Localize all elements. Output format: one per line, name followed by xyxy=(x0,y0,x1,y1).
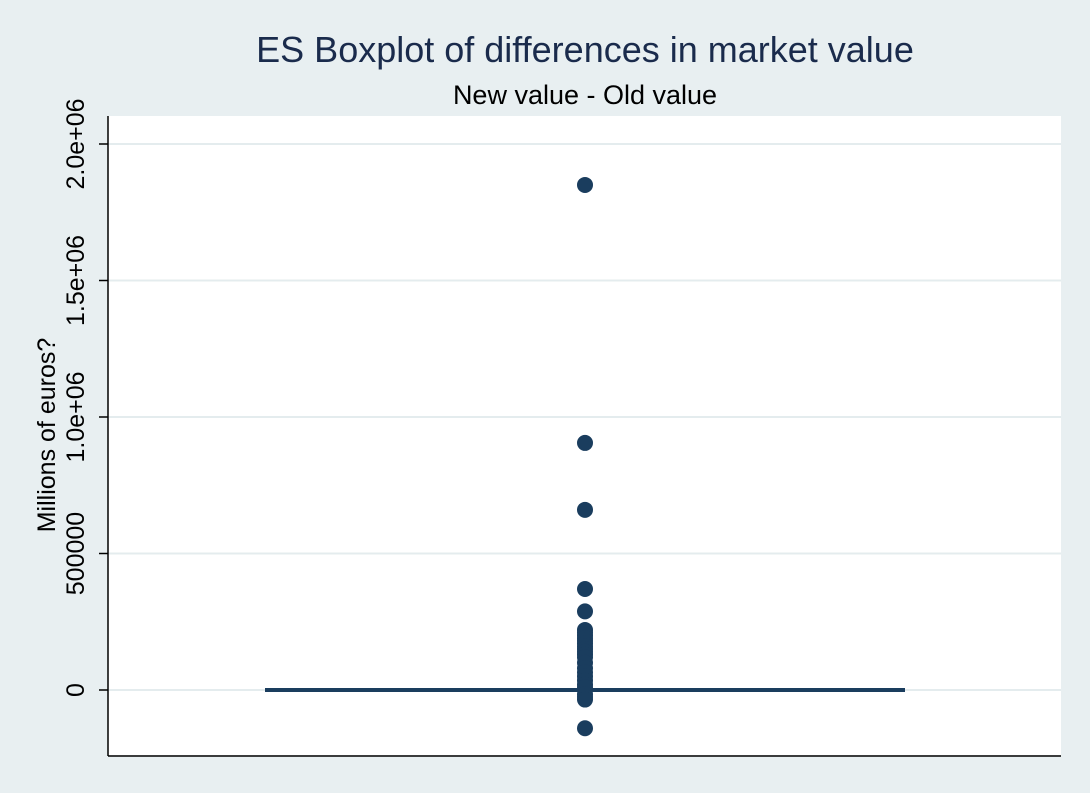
y-tick-label: 500000 xyxy=(62,512,90,595)
y-tick-label: 2.0e+06 xyxy=(62,98,90,189)
chart-title: ES Boxplot of differences in market valu… xyxy=(256,29,914,70)
y-axis-title: Millions of euros? xyxy=(33,338,61,533)
outlier-point xyxy=(577,501,593,518)
outlier-point xyxy=(577,434,593,451)
y-tick-label: 0 xyxy=(62,683,90,697)
outlier-point xyxy=(577,603,593,620)
outlier-points xyxy=(577,176,593,737)
outlier-point xyxy=(577,176,593,193)
axes xyxy=(107,116,1061,757)
outlier-point xyxy=(577,720,593,737)
y-ticks: 0 500000 1.0e+06 1.5e+06 2.0e+06 xyxy=(62,98,108,697)
outlier-point xyxy=(577,580,593,597)
y-tick-label: 1.0e+06 xyxy=(62,371,90,462)
chart-subtitle: New value - Old value xyxy=(453,80,717,110)
outlier-point xyxy=(577,691,593,708)
y-tick-label: 1.5e+06 xyxy=(62,235,90,326)
